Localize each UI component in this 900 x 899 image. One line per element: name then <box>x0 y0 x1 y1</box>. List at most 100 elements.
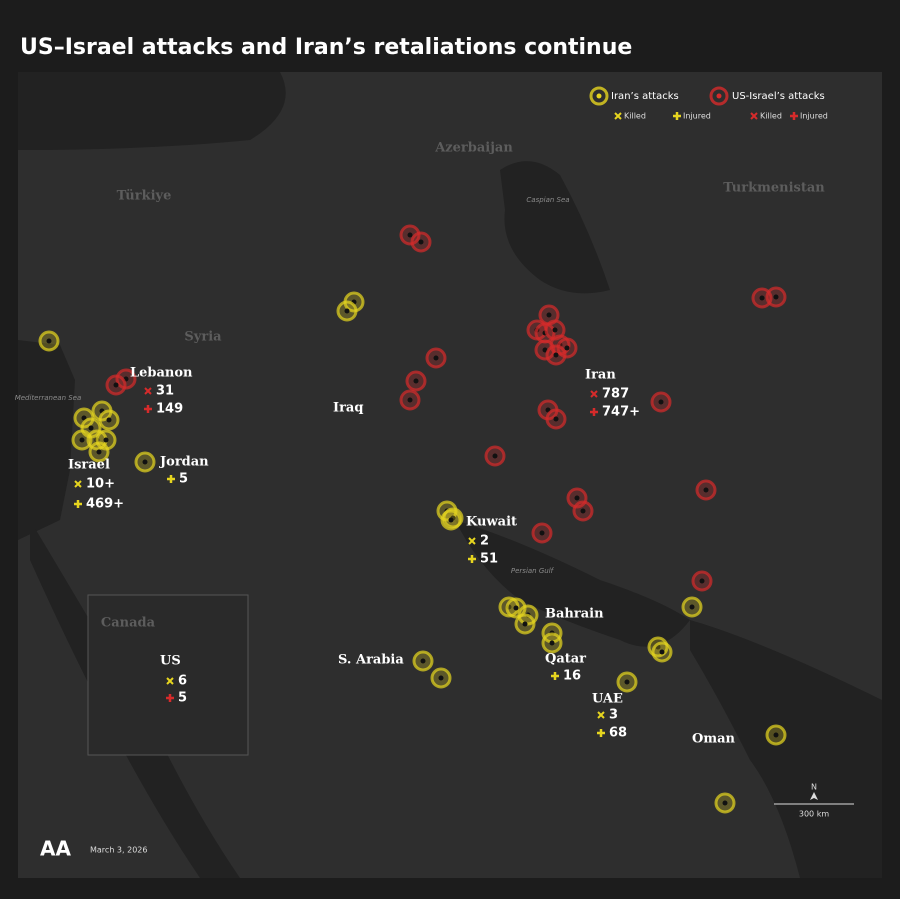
place-label: S. Arabia <box>338 653 404 668</box>
killed-icon <box>468 537 476 545</box>
attack-marker-dot <box>344 308 350 314</box>
injured-icon <box>166 694 174 702</box>
legend-injured: Injured <box>800 112 828 121</box>
injured-icon <box>468 555 476 563</box>
attack-marker-dot <box>549 640 555 646</box>
injured-count: 747+ <box>602 405 640 420</box>
attack-marker-dot <box>722 800 728 806</box>
killed-icon <box>74 480 82 488</box>
attack-marker-dot <box>420 658 426 664</box>
attack-marker-dot <box>759 295 765 301</box>
injured-icon <box>790 112 798 120</box>
attack-marker-dot <box>96 449 102 455</box>
killed-count: 3 <box>609 708 618 723</box>
injured-count: 5 <box>179 472 188 487</box>
attack-marker-dot <box>413 378 419 384</box>
legend-killed: Killed <box>760 112 782 121</box>
injured-icon <box>167 475 175 483</box>
attack-marker-dot <box>88 425 94 431</box>
logo: AA <box>40 837 71 861</box>
injured-count: 16 <box>563 669 581 684</box>
region-label: Syria <box>184 330 222 345</box>
legend-injured: Injured <box>683 112 711 121</box>
attack-marker-dot <box>113 382 119 388</box>
place-label: Iran <box>585 368 616 383</box>
attack-marker-dot <box>703 487 709 493</box>
killed-count: 31 <box>156 384 174 399</box>
region-label: Canada <box>101 616 156 631</box>
attack-marker-dot <box>553 416 559 422</box>
sea-label: Persian Gulf <box>511 567 555 575</box>
killed-icon <box>144 387 152 395</box>
killed-count: 2 <box>480 534 489 549</box>
sea-label: Caspian Sea <box>526 196 569 204</box>
north: N <box>811 783 817 792</box>
killed-icon <box>750 112 758 120</box>
injured-icon <box>597 729 605 737</box>
killed-icon <box>614 112 622 120</box>
attack-marker-dot <box>658 399 664 405</box>
attack-marker-dot <box>574 495 580 501</box>
place-label: Kuwait <box>466 515 517 530</box>
attack-marker-dot <box>106 417 112 423</box>
attack-marker-dot <box>580 508 586 514</box>
attack-marker-dot <box>553 352 559 358</box>
attack-marker-dot <box>79 437 85 443</box>
attack-marker-dot <box>46 338 52 344</box>
place-label: Qatar <box>545 652 586 667</box>
legend-iran: Iran’s attacks <box>611 91 679 102</box>
date: March 3, 2026 <box>90 846 147 855</box>
legend: Iran’s attacks US-Israel’s attacks Kille… <box>589 86 828 121</box>
attack-marker-dot <box>773 732 779 738</box>
attack-marker-dot <box>433 355 439 361</box>
attack-marker-dot <box>142 459 148 465</box>
killed-count: 6 <box>178 674 187 689</box>
injured-count: 51 <box>480 552 498 567</box>
attack-marker-dot <box>492 453 498 459</box>
place-label: US <box>160 654 181 669</box>
injured-icon <box>551 672 559 680</box>
injured-icon <box>144 405 152 413</box>
attack-marker-dot <box>522 621 528 627</box>
attack-marker-dot <box>418 239 424 245</box>
sea-label: Mediterranean Sea <box>15 394 82 402</box>
attack-marker-dot <box>448 517 454 523</box>
attack-marker-dot <box>546 312 552 318</box>
injured-icon <box>74 500 82 508</box>
killed-icon <box>590 390 598 398</box>
attack-marker-dot <box>513 605 519 611</box>
attack-marker-dot <box>564 345 570 351</box>
title: US–Israel attacks and Iran’s retaliation… <box>20 35 632 60</box>
us-inset <box>87 594 249 756</box>
attack-marker-dot <box>699 578 705 584</box>
place-label: UAE <box>592 692 623 707</box>
region-label: Turkmenistan <box>723 181 825 196</box>
injured-count: 469+ <box>86 497 124 512</box>
attack-marker-dot <box>624 679 630 685</box>
legend-us-israel: US-Israel’s attacks <box>732 91 825 102</box>
attack-marker-dot <box>552 327 558 333</box>
attack-marker-dot <box>659 649 665 655</box>
attack-marker-dot <box>407 397 413 403</box>
scale-bar: N 300 km <box>774 783 854 819</box>
attack-marker-dot <box>773 294 779 300</box>
region-label: Türkiye <box>117 189 172 204</box>
place-label: Bahrain <box>545 607 604 622</box>
place-label: Israel <box>68 458 110 473</box>
place-label: Jordan <box>159 455 209 470</box>
injured-icon <box>673 112 681 120</box>
injured-icon <box>590 408 598 416</box>
place-label: Lebanon <box>130 366 193 381</box>
killed-count: 787 <box>602 387 629 402</box>
attack-marker-dot <box>103 437 109 443</box>
attack-marker-dot <box>689 604 695 610</box>
injured-count: 68 <box>609 726 627 741</box>
region-label: Azerbaijan <box>434 141 513 156</box>
place-label: Oman <box>692 732 736 747</box>
injured-count: 5 <box>178 691 187 706</box>
place-label: Iraq <box>333 401 363 416</box>
scale-label: 300 km <box>799 810 829 819</box>
attack-marker-dot <box>407 232 413 238</box>
injured-count: 149 <box>156 402 183 417</box>
